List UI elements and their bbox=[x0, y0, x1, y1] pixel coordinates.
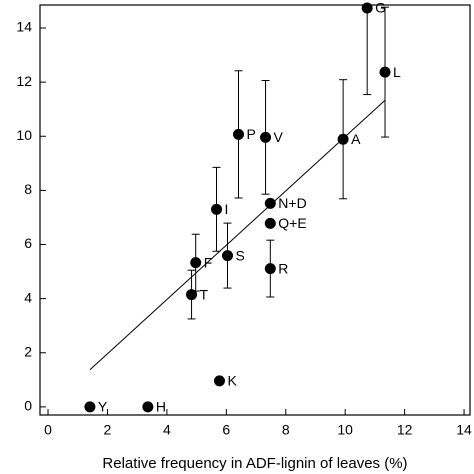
y-tick-label: 12 bbox=[16, 73, 32, 89]
point bbox=[361, 2, 373, 14]
point-label: T bbox=[200, 286, 209, 302]
y-tick-label: 14 bbox=[16, 19, 32, 35]
point-label: S bbox=[236, 247, 245, 263]
point-label: P bbox=[247, 126, 256, 142]
x-tick-label: 0 bbox=[44, 422, 52, 438]
point bbox=[190, 257, 202, 269]
y-tick-label: 4 bbox=[24, 289, 32, 305]
x-tick-label: 2 bbox=[104, 422, 112, 438]
point-label: L bbox=[393, 64, 401, 80]
y-tick-label: 2 bbox=[24, 343, 32, 359]
point-label: I bbox=[225, 201, 229, 217]
point-label: A bbox=[351, 131, 361, 147]
point-label: N+D bbox=[278, 195, 306, 211]
point bbox=[222, 250, 234, 262]
fit-line bbox=[89, 99, 386, 371]
point bbox=[337, 133, 349, 145]
x-tick-label: 8 bbox=[282, 422, 290, 438]
point-label: Q+E bbox=[278, 215, 306, 231]
plot-frame bbox=[39, 4, 471, 416]
point-label: F bbox=[204, 254, 213, 270]
y-tick-label: 6 bbox=[24, 235, 32, 251]
y-tick-label: 8 bbox=[24, 181, 32, 197]
y-tick-label: 10 bbox=[16, 127, 32, 143]
point-label: H bbox=[156, 399, 166, 415]
point bbox=[260, 131, 272, 143]
x-axis-label: Relative frequency in ADF-lignin of leav… bbox=[102, 455, 407, 472]
point bbox=[84, 401, 96, 413]
point bbox=[264, 197, 276, 209]
point bbox=[264, 263, 276, 275]
point bbox=[142, 401, 154, 413]
point-label: R bbox=[278, 260, 288, 276]
point-label: V bbox=[274, 129, 284, 145]
point-label: G bbox=[375, 0, 386, 16]
point bbox=[211, 203, 223, 215]
x-tick-label: 12 bbox=[397, 422, 413, 438]
point bbox=[379, 66, 391, 78]
point bbox=[264, 217, 276, 229]
x-tick-label: 4 bbox=[163, 422, 171, 438]
error-bar bbox=[363, 4, 372, 96]
y-tick-label: 0 bbox=[24, 398, 32, 414]
point bbox=[213, 375, 225, 387]
x-tick-label: 10 bbox=[337, 422, 353, 438]
point-label: K bbox=[227, 373, 237, 389]
point bbox=[186, 289, 198, 301]
point-label: Y bbox=[98, 399, 108, 415]
point bbox=[233, 128, 245, 140]
x-tick-label: 6 bbox=[222, 422, 230, 438]
x-tick-label: 14 bbox=[456, 422, 472, 438]
